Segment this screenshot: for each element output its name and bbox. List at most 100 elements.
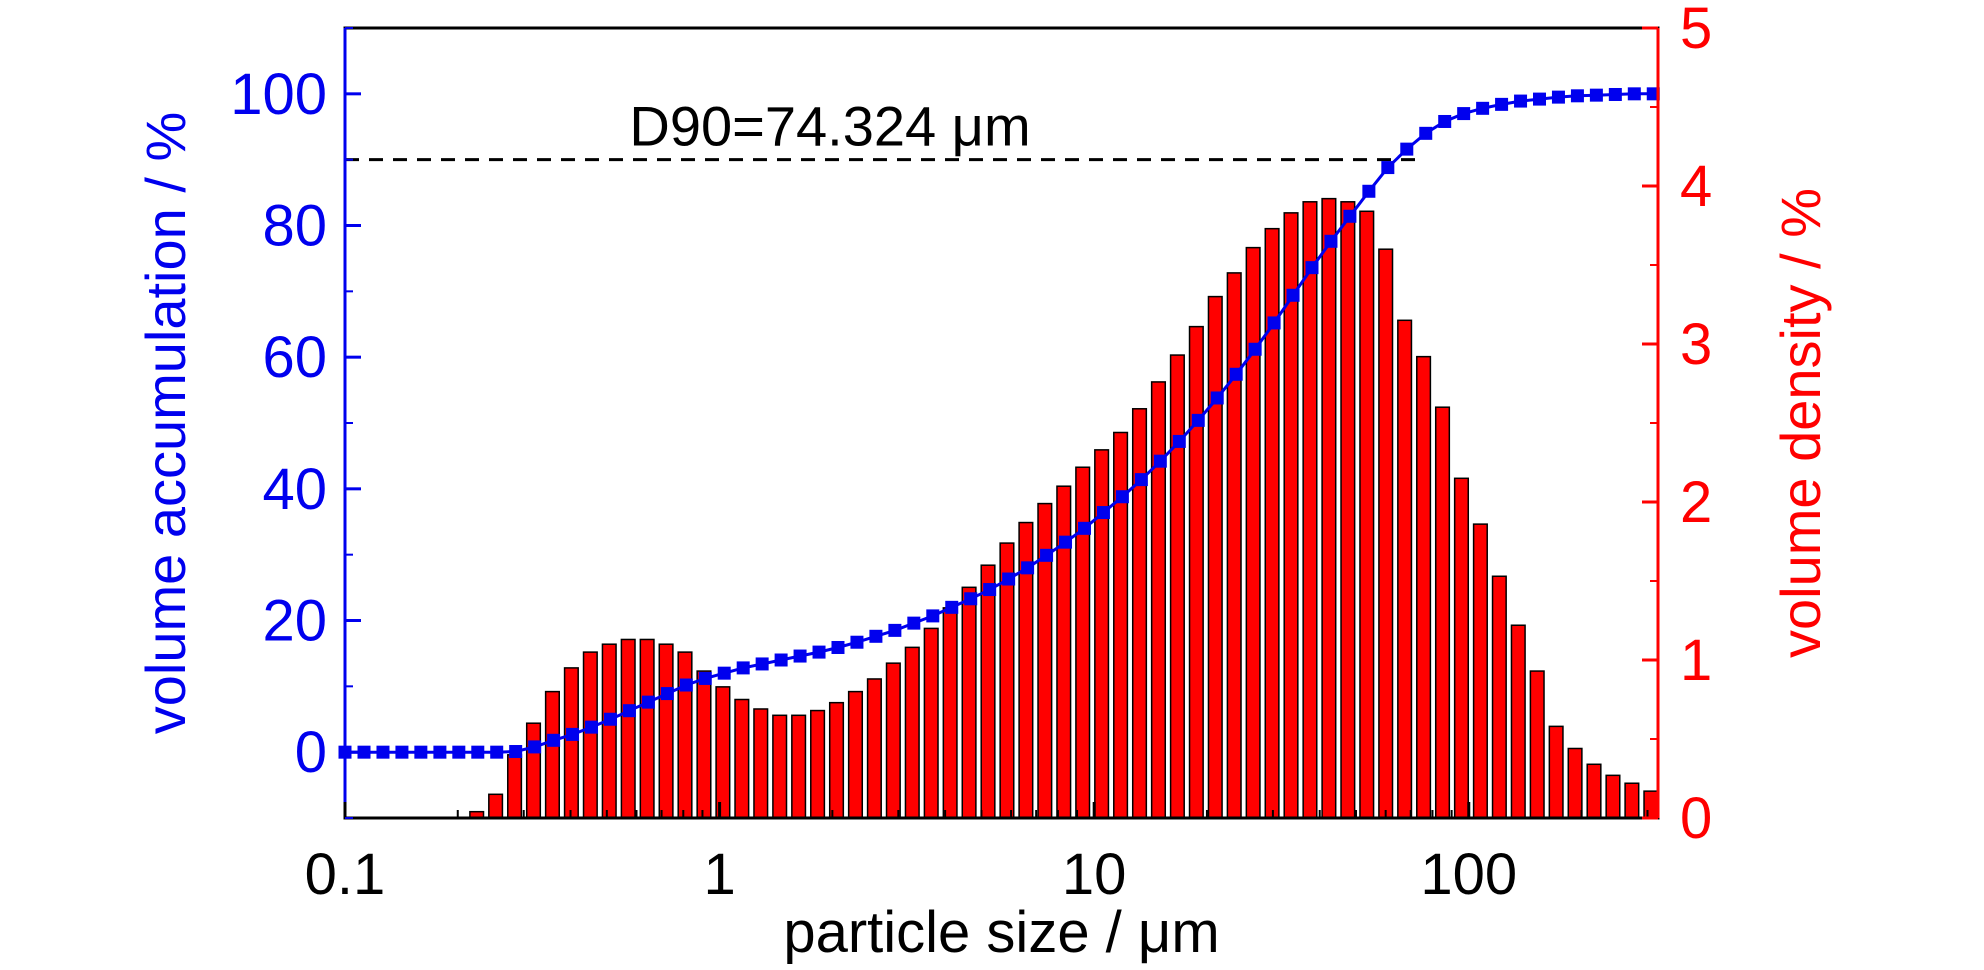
density-bar	[1131, 408, 1148, 819]
x-axis-label: particle size / μm	[783, 900, 1219, 965]
accumulation-point	[907, 616, 921, 630]
density-bar	[1586, 763, 1602, 819]
density-bar	[677, 651, 693, 819]
accumulation-point	[1191, 413, 1205, 427]
accumulation-point	[698, 671, 712, 685]
accumulation-point	[452, 745, 466, 759]
density-bar	[980, 564, 996, 819]
accumulation-point	[1286, 288, 1300, 302]
right-tick-label: 4	[1680, 154, 1712, 219]
accumulation-point	[983, 583, 997, 597]
x-tick-label: 1	[703, 842, 735, 907]
accumulation-point	[926, 609, 940, 623]
density-bar	[1188, 325, 1204, 819]
density-bar	[639, 638, 655, 819]
density-bar	[1510, 624, 1526, 819]
density-bar	[1453, 477, 1470, 819]
accumulation-point	[603, 712, 617, 726]
right-y-axis-ticks: 0 1 2 3 4 5	[1642, 0, 1712, 851]
density-bars	[469, 197, 1659, 819]
density-bar	[810, 709, 826, 819]
accumulation-point	[1419, 126, 1433, 140]
accumulation-point	[1589, 88, 1603, 102]
left-tick-label: 100	[230, 62, 327, 127]
accumulation-point	[812, 645, 826, 659]
accumulation-point	[566, 727, 580, 741]
density-bar	[1226, 272, 1242, 819]
density-bar	[1302, 201, 1318, 819]
accumulation-point	[888, 623, 902, 637]
accumulation-point	[1438, 114, 1452, 128]
accumulation-point	[509, 745, 523, 759]
density-bar	[753, 708, 769, 819]
x-tick-label: 0.1	[305, 842, 386, 907]
accumulation-line	[345, 92, 1654, 754]
density-bar	[620, 638, 636, 819]
accumulation-point	[660, 687, 674, 701]
left-tick-label: 0	[295, 720, 327, 785]
accumulation-point	[1457, 107, 1471, 121]
d90-annotation: D90=74.324 μm	[629, 95, 1030, 158]
left-tick-label: 60	[262, 325, 327, 390]
accumulation-point	[1495, 97, 1509, 111]
accumulation-point	[1570, 89, 1584, 103]
density-bar	[1397, 319, 1413, 819]
accumulation-point	[547, 733, 561, 747]
accumulation-point	[490, 745, 504, 759]
density-bar	[1321, 197, 1337, 819]
accumulation-point	[471, 745, 485, 759]
density-bar	[1548, 725, 1564, 819]
left-tick-label: 40	[262, 457, 327, 522]
accumulation-point	[1059, 535, 1073, 549]
accumulation-point	[831, 640, 845, 654]
density-bar	[1624, 782, 1640, 819]
accumulation-point	[1096, 506, 1110, 520]
accumulation-point	[1172, 434, 1186, 448]
accumulation-point	[1077, 521, 1091, 535]
density-bar	[904, 646, 920, 819]
accumulation-point	[1248, 342, 1262, 356]
density-bar	[1529, 670, 1545, 819]
accumulation-point	[945, 600, 959, 614]
right-tick-label: 2	[1680, 470, 1712, 535]
density-bar	[1075, 466, 1091, 819]
density-bar	[942, 607, 958, 819]
accumulation-point	[1400, 142, 1414, 156]
density-bar	[1491, 575, 1507, 819]
accumulation-point	[357, 745, 371, 759]
accumulation-point	[1002, 572, 1016, 586]
accumulation-point	[414, 745, 428, 759]
accumulation-point	[376, 745, 390, 759]
accumulation-point	[1040, 548, 1054, 562]
x-axis-ticks: 0.1 1 10 100	[305, 802, 1649, 907]
accumulation-point	[1551, 90, 1565, 104]
density-bar	[544, 690, 560, 819]
density-bar	[1207, 295, 1223, 819]
left-tick-label: 80	[262, 194, 327, 259]
left-y-axis-ticks: 0 20 40 60 80 100	[230, 27, 361, 819]
density-bar	[715, 686, 731, 819]
left-y-axis-label: volume accumulation / %	[134, 112, 197, 735]
density-bar	[1378, 248, 1394, 819]
accumulation-point	[964, 592, 978, 606]
accumulation-point	[736, 661, 750, 675]
density-bar	[1359, 210, 1375, 819]
accumulation-point	[717, 666, 731, 680]
density-bar	[1472, 523, 1488, 819]
accumulation-point	[755, 657, 769, 671]
accumulation-point	[1533, 92, 1547, 106]
accumulation-point	[1305, 261, 1319, 275]
x-tick-label: 10	[1062, 842, 1127, 907]
right-tick-label: 5	[1680, 0, 1712, 61]
accumulation-point	[850, 635, 864, 649]
accumulation-point	[395, 745, 409, 759]
density-bar	[488, 793, 504, 819]
density-bar	[923, 627, 939, 819]
accumulation-point	[1476, 101, 1490, 115]
accumulation-point	[1627, 87, 1641, 101]
accumulation-point	[433, 745, 447, 759]
density-bar	[696, 670, 712, 819]
accumulation-point	[1324, 234, 1338, 248]
density-bar	[772, 714, 788, 819]
